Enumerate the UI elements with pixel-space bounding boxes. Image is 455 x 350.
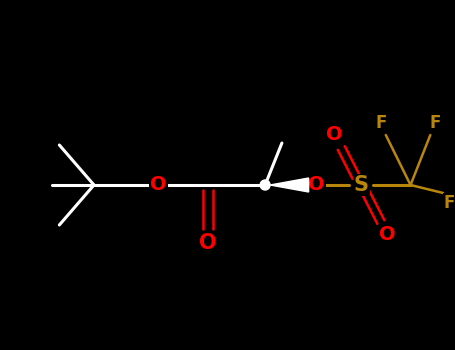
Text: O: O xyxy=(326,126,343,145)
Text: O: O xyxy=(199,233,217,253)
Text: F: F xyxy=(444,194,455,212)
Text: F: F xyxy=(375,114,387,132)
Text: O: O xyxy=(308,175,325,195)
Text: O: O xyxy=(379,225,396,245)
Circle shape xyxy=(260,180,270,190)
Text: F: F xyxy=(430,114,441,132)
Polygon shape xyxy=(270,178,308,192)
Text: S: S xyxy=(354,175,369,195)
Text: O: O xyxy=(150,175,167,195)
